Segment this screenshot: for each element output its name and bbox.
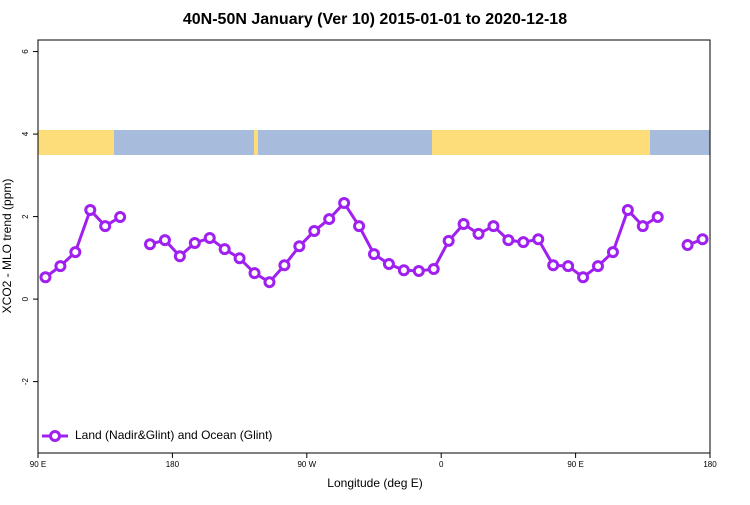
point [158,234,171,247]
point [457,218,470,231]
land [254,130,258,155]
point [368,248,380,261]
y-tick-label: 0 [21,296,30,301]
point [651,211,664,223]
point [293,240,306,253]
point [517,236,530,249]
point [592,260,604,273]
point [397,264,410,277]
point [472,227,485,240]
point [382,258,395,271]
point [606,246,619,259]
point [188,236,201,249]
legend-label: Land (Nadir&Glint) and Ocean (Glint) [75,428,272,442]
point [547,259,560,272]
point [323,213,336,226]
point [114,211,127,223]
point [144,238,156,251]
point [218,243,231,256]
x-tick-label: 90 E [30,460,46,469]
point [173,250,186,263]
y-axis-label: XCO2 - MLO trend (ppm) [0,179,14,314]
y-tick-label: 4 [21,131,30,136]
point [562,260,575,273]
point [39,271,52,284]
point [263,276,276,289]
land [38,130,114,155]
point [487,220,500,233]
x-tick-label: 90 E [567,460,583,469]
legend-marker [49,430,61,442]
point [248,267,261,280]
point [338,196,351,209]
point [442,234,455,247]
x-tick-label: 180 [166,460,180,469]
y-tick-label: 6 [21,49,30,54]
map-strip [38,130,710,155]
point [308,225,321,238]
point [636,220,649,233]
point [696,233,709,246]
x-tick-label: 90 W [297,460,316,469]
point [681,239,694,252]
point [203,232,216,245]
point [621,203,634,216]
point [278,259,291,272]
point [532,233,545,246]
y-tick-label: 2 [21,214,30,219]
x-axis-label: Longitude (deg E) [327,476,422,490]
chart-title: 40N-50N January (Ver 10) 2015-01-01 to 2… [183,11,567,28]
point [54,260,67,273]
y-tick-label: -2 [21,378,30,386]
x-tick-label: 180 [703,460,717,469]
point [577,271,590,284]
point [99,220,112,233]
point [412,265,425,278]
point [502,234,515,247]
point [427,262,440,275]
series-line [44,200,704,285]
plot-frame [37,39,711,454]
land [432,130,650,155]
point [233,252,246,265]
point [84,203,97,216]
point [353,220,366,233]
point [69,246,82,259]
x-tick-label: 0 [439,460,444,469]
